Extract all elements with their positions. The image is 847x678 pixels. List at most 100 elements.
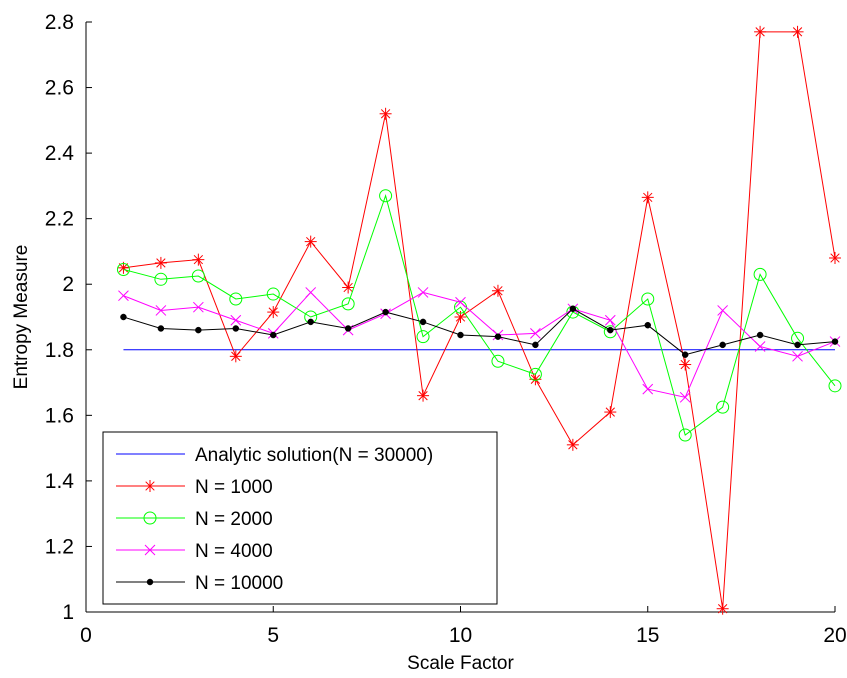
data-point	[192, 301, 204, 313]
data-point	[719, 341, 726, 349]
data-point	[756, 331, 764, 339]
legend-marker	[144, 480, 156, 492]
data-point	[417, 287, 429, 298]
data-point	[379, 189, 393, 203]
legend-item: N = 1000	[116, 477, 273, 498]
x-tick-label: 5	[267, 624, 279, 647]
data-point	[491, 354, 505, 368]
y-tick-label: 1	[62, 601, 74, 624]
data-point	[154, 272, 168, 286]
data-point	[528, 367, 542, 381]
data-point	[532, 341, 539, 349]
x-tick-label: 0	[80, 624, 92, 647]
x-tick-label: 15	[636, 624, 659, 647]
data-point	[794, 341, 801, 349]
data-point	[192, 253, 205, 266]
y-tick-label: 1.6	[45, 404, 74, 427]
y-tick-label: 2.4	[45, 142, 75, 165]
y-tick-label: 2.6	[45, 77, 74, 100]
legend-label: N = 2000	[195, 509, 273, 530]
legend-item: Analytic solution(N = 30000)	[116, 445, 433, 466]
x-tick-label: 20	[823, 624, 846, 647]
data-point	[118, 290, 129, 302]
data-point	[753, 267, 767, 281]
data-point	[569, 305, 577, 313]
legend-item: N = 10000	[116, 573, 283, 594]
data-point	[120, 313, 127, 321]
y-axis-label: Entropy Measure	[11, 245, 32, 390]
data-point	[157, 325, 165, 332]
data-point	[229, 292, 243, 306]
legend-marker	[144, 544, 156, 556]
data-point	[716, 400, 730, 414]
data-point	[305, 287, 317, 298]
data-point	[831, 338, 839, 345]
data-point	[419, 318, 427, 326]
data-point	[382, 308, 389, 316]
legend-label: N = 4000	[195, 541, 273, 562]
series-3	[116, 189, 842, 442]
data-point	[566, 438, 579, 451]
data-point	[679, 358, 692, 371]
legend: Analytic solution(N = 30000) N = 1000 N = …	[102, 431, 498, 605]
series-line	[123, 31, 836, 609]
legend-marker	[146, 578, 154, 586]
data-point	[642, 383, 654, 395]
data-point	[641, 292, 655, 306]
y-tick-label: 1.4	[45, 470, 75, 493]
legend-item: N = 4000	[116, 541, 273, 562]
y-tick-label: 1.2	[45, 535, 74, 558]
data-point	[717, 305, 729, 316]
data-point	[155, 305, 167, 316]
legend-label: N = 1000	[195, 477, 273, 498]
data-point	[491, 284, 504, 297]
data-point	[230, 314, 242, 326]
data-point	[828, 379, 842, 393]
data-point	[342, 281, 355, 294]
data-point	[232, 325, 240, 332]
data-point	[454, 311, 467, 323]
series-line	[123, 291, 836, 398]
data-point	[679, 391, 691, 403]
data-point	[270, 331, 277, 339]
legend-label: Analytic solution(N = 30000)	[195, 445, 433, 466]
data-point	[457, 331, 464, 339]
data-point	[641, 191, 654, 204]
data-point	[678, 428, 692, 442]
data-point	[229, 350, 242, 363]
data-point	[191, 269, 205, 283]
series-5	[120, 305, 839, 358]
x-axis-label: Scale Factor	[407, 653, 514, 674]
y-tick-label: 2.8	[45, 11, 74, 34]
data-point	[530, 328, 541, 339]
data-point	[379, 107, 392, 120]
series-4	[118, 287, 841, 403]
data-point	[455, 296, 466, 308]
data-point	[416, 330, 430, 344]
legend-label: N = 10000	[195, 573, 283, 594]
data-point	[307, 318, 314, 326]
y-tick-label: 2.2	[45, 208, 74, 231]
data-point	[304, 235, 317, 248]
series-layer	[116, 25, 842, 615]
y-tick-label: 1.8	[45, 339, 74, 362]
data-point	[754, 341, 766, 352]
data-point	[792, 350, 803, 362]
data-point	[607, 326, 614, 334]
x-tick-label: 10	[449, 624, 472, 647]
data-point	[644, 321, 651, 329]
legend-item: N = 2000	[116, 509, 273, 530]
data-point	[154, 256, 167, 269]
data-point	[417, 389, 430, 402]
data-point	[266, 287, 280, 301]
legend-marker	[143, 511, 157, 525]
data-point	[829, 252, 841, 264]
y-tick-label: 2	[62, 273, 74, 296]
data-point	[716, 602, 729, 615]
series-line	[123, 308, 836, 356]
data-point	[341, 297, 355, 311]
data-point	[267, 306, 280, 319]
data-point	[754, 25, 767, 38]
